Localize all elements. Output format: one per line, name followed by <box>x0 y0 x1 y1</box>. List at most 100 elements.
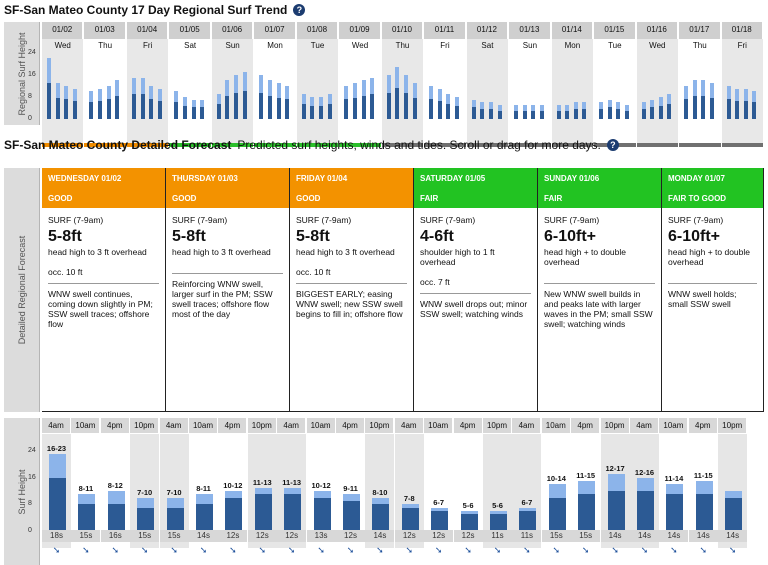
surf-time-column[interactable]: 10am 8-11 <box>71 418 101 565</box>
trend-chart[interactable]: 01/02 Wed 01/03 Thu 01/04 Fri 01/05 Sat 01/06 Sun… <box>42 22 764 147</box>
trend-day-column[interactable]: 01/07 Mon <box>254 22 297 147</box>
surf-time-label: 4am <box>394 418 424 433</box>
card-header: FRIDAY 01/04 GOOD <box>290 168 413 208</box>
trend-bar-min <box>514 111 519 119</box>
swell-period: 12s <box>218 530 248 542</box>
trend-bar-min <box>437 101 442 119</box>
card-surf-desc: shoulder high to 1 ft overhead <box>420 247 495 267</box>
swell-direction-arrow-icon: ➘ <box>493 545 502 555</box>
trend-day-column[interactable]: 01/14 Mon <box>551 22 595 147</box>
trend-day-column[interactable]: 01/12 Sat <box>466 22 510 147</box>
surf-time-column[interactable]: 10pm 12-17 <box>600 418 630 565</box>
trend-bar-max <box>327 94 332 104</box>
swell-period: 12s <box>336 530 365 542</box>
surf-time-column[interactable]: 10pm <box>718 418 748 565</box>
swell-period: 16s <box>100 530 130 542</box>
surf-time-column[interactable]: 4am 16-23 <box>42 418 71 565</box>
trend-bar-max <box>624 105 629 111</box>
trend-bar-max <box>89 91 94 102</box>
trend-date-header: 01/18 <box>721 22 763 39</box>
trend-bar-max <box>726 86 731 99</box>
trend-bar-min <box>471 107 476 119</box>
trend-day-column[interactable]: 01/09 Wed <box>339 22 382 147</box>
trend-bar-min <box>216 104 221 119</box>
trend-y-tick: 8 <box>28 93 32 100</box>
forecast-day-card[interactable]: SATURDAY 01/05 FAIR SURF (7-9am) 4-6ft s… <box>414 168 538 412</box>
surf-time-column[interactable]: 4am 7-8 <box>394 418 424 565</box>
surf-bar-label: 12-16 <box>634 468 655 477</box>
surf-time-column[interactable]: 4am 11-13 <box>277 418 307 565</box>
surf-time-column[interactable]: 10am 11-14 <box>659 418 689 565</box>
surf-bar-max <box>519 508 537 511</box>
swell-direction-arrow-icon: ➘ <box>140 545 149 555</box>
card-day: WEDNESDAY 01/02 <box>48 174 122 183</box>
forecast-day-card[interactable]: SUNDAY 01/06 FAIR SURF (7-9am) 6-10ft+ h… <box>538 168 662 412</box>
surf-bar-max <box>695 481 713 494</box>
swell-period: 12s <box>424 530 454 542</box>
card-surf-label: SURF (7-9am) <box>668 215 724 225</box>
trend-day-column[interactable]: 01/04 Fri <box>126 22 170 147</box>
trend-weekday: Wed <box>649 41 666 50</box>
trend-bar-max <box>701 80 706 96</box>
surf-bar-max <box>637 478 654 491</box>
trend-day-column[interactable]: 01/15 Tue <box>594 22 637 147</box>
trend-bar-min <box>735 101 740 119</box>
trend-day-column[interactable]: 01/11 Fri <box>424 22 467 147</box>
trend-day-column[interactable]: 01/06 Sun <box>211 22 255 147</box>
trend-day-column[interactable]: 01/03 Thu <box>84 22 127 147</box>
surf-time-column[interactable]: 10am 6-7 <box>424 418 454 565</box>
card-surf-height: 5-8ft <box>296 228 330 245</box>
trend-date: 01/15 <box>604 25 625 34</box>
card-surf-height: 6-10ft+ <box>544 228 597 245</box>
surf-time-column[interactable]: 4pm 9-11 <box>336 418 365 565</box>
trend-quality-strip <box>721 143 763 147</box>
surf-time-column[interactable]: 4pm 10-12 <box>218 418 248 565</box>
forecast-day-card[interactable]: MONDAY 01/07 FAIR TO GOOD SURF (7-9am) 6… <box>662 168 764 412</box>
surf-time-column[interactable]: 10am 10-14 <box>541 418 571 565</box>
forecast-day-card[interactable]: FRIDAY 01/04 GOOD SURF (7-9am) 5-8ft hea… <box>290 168 414 412</box>
help-icon[interactable]: ? <box>606 139 619 151</box>
help-icon[interactable]: ? <box>293 4 306 16</box>
trend-bar-max <box>540 105 545 111</box>
surf-time-column[interactable]: 10pm 8-10 <box>365 418 395 565</box>
surf-time-column[interactable]: 4pm 11-15 <box>571 418 601 565</box>
surf-time-column[interactable]: 4am 7-10 <box>159 418 189 565</box>
trend-date: 01/04 <box>137 25 158 34</box>
surf-time-column[interactable]: 10pm 7-10 <box>130 418 160 565</box>
surf-time-column[interactable]: 4pm 5-6 <box>453 418 483 565</box>
surf-time-column[interactable]: 10pm 5-6 <box>483 418 512 565</box>
trend-bar-max <box>488 102 493 109</box>
trend-date: 01/09 <box>349 25 370 34</box>
trend-day-column[interactable]: 01/08 Tue <box>296 22 340 147</box>
surf-time-column[interactable]: 10am 10-12 <box>306 418 336 565</box>
surf-bar-label: 5-6 <box>492 501 503 510</box>
trend-quality-strip <box>551 143 594 147</box>
surf-time-column[interactable]: 4pm 11-15 <box>688 418 718 565</box>
forecast-day-card[interactable]: THURSDAY 01/03 GOOD SURF (7-9am) 5-8ft h… <box>166 168 290 412</box>
surf-time-column[interactable]: 4am 12-16 <box>630 418 659 565</box>
surf-time-column[interactable]: 4pm 8-12 <box>100 418 130 565</box>
card-rating: FAIR <box>420 194 439 203</box>
trend-day-column[interactable]: 01/17 Thu <box>679 22 722 147</box>
trend-day-column[interactable]: 01/05 Sat <box>169 22 212 147</box>
trend-day-column[interactable]: 01/10 Thu <box>381 22 425 147</box>
forecast-day-card[interactable]: WEDNESDAY 01/02 GOOD SURF (7-9am) 5-8ft … <box>42 168 166 412</box>
swell-direction-arrow-icon: ➘ <box>111 545 120 555</box>
trend-day-column[interactable]: 01/16 Wed <box>636 22 680 147</box>
trend-day-column[interactable]: 01/02 Wed <box>42 22 85 147</box>
trend-day-column[interactable]: 01/18 Fri <box>721 22 764 147</box>
surf-side-label: Surf Height <box>16 468 27 515</box>
card-notes: New WNW swell builds in and peaks late w… <box>544 289 653 329</box>
trend-bar-min <box>183 106 188 119</box>
card-header: SATURDAY 01/05 FAIR <box>414 168 537 208</box>
surf-time-column[interactable]: 4am 6-7 <box>512 418 542 565</box>
swell-period: 14s <box>600 530 630 542</box>
trend-day-column[interactable]: 01/13 Sun <box>509 22 552 147</box>
surf-time-column[interactable]: 10am 8-11 <box>189 418 218 565</box>
surf-time-column[interactable]: 10pm 11-13 <box>247 418 277 565</box>
trend-bar-min <box>234 93 239 119</box>
surf-bar-min <box>166 508 184 531</box>
trend-weekday: Thu <box>98 41 113 50</box>
trend-bar-min <box>370 94 375 119</box>
swell-period: 15s <box>541 530 571 542</box>
